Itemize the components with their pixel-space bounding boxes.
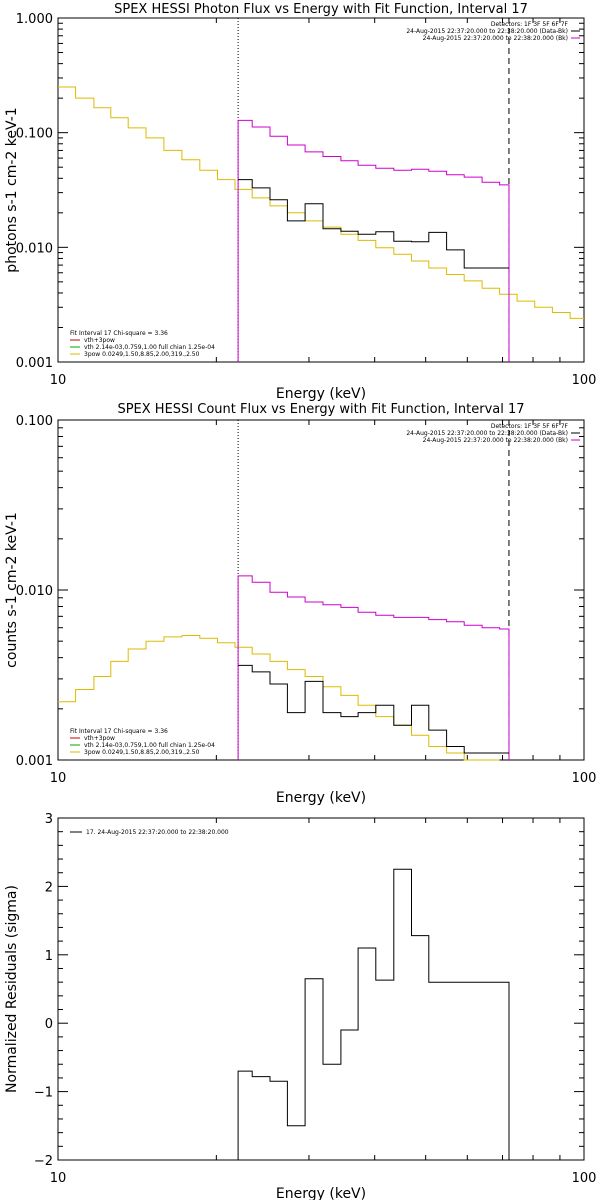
x-axis-label: Energy (keV) (276, 790, 366, 806)
series-line-0 (58, 635, 500, 761)
x-tick-label: 100 (572, 771, 597, 786)
y-axis-label: Normalized Residuals (sigma) (4, 885, 20, 1093)
y-axis-label: photons s-1 cm-2 keV-1 (4, 107, 20, 272)
y-tick-label: 2 (45, 880, 53, 895)
y-tick-label: 0.100 (16, 414, 53, 429)
legend-entry: 17. 24-Aug-2015 22:37:20.000 to 22:38:20… (86, 829, 229, 836)
y-tick-label: 3 (45, 812, 53, 827)
legend-entry: Detectors: 1F 3F 5F 6F 7F (491, 423, 569, 430)
chart-title: SPEX HESSI Photon Flux vs Energy with Fi… (114, 2, 528, 17)
y-tick-label: 1.000 (16, 12, 53, 27)
plot-frame (57, 817, 585, 1161)
y-tick-label: 0.100 (16, 127, 53, 142)
legend-entry: Detectors: 1F 3F 5F 6F 7F (491, 21, 569, 28)
series-line-0 (58, 86, 584, 319)
x-tick-label: 100 (572, 373, 597, 388)
x-tick-label: 10 (50, 771, 67, 786)
x-tick-label: 10 (50, 373, 67, 388)
y-tick-label: −1 (34, 1086, 53, 1101)
photon-flux-panel: SPEX HESSI Photon Flux vs Energy with Fi… (4, 2, 596, 402)
series-line-2 (238, 664, 509, 754)
series-line-1 (237, 575, 510, 760)
residuals-panel: 10 100 Energy (keV) −2 −1 0 1 2 3 Normalized Resi… (4, 812, 596, 1200)
legend-entry: vth 2.14e-03,0.759,1.00 full chian 1.25e… (84, 742, 215, 749)
count-flux-panel: SPEX HESSI Count Flux vs Energy with Fit… (4, 402, 596, 806)
y-tick-label: 0.010 (16, 584, 53, 599)
y-axis-label: counts s-1 cm-2 keV-1 (4, 512, 20, 668)
y-tick-label: 1 (45, 949, 53, 964)
chart-title: SPEX HESSI Count Flux vs Energy with Fit… (117, 402, 524, 417)
legend-entry: vth+3pow (84, 735, 115, 742)
x-axis-label: Energy (keV) (276, 1186, 366, 1200)
x-tick-label: 100 (572, 1171, 597, 1186)
y-tick-label: 0 (45, 1017, 53, 1032)
legend-entry: Fit Interval 17 Chi-square = 3.36 (70, 330, 168, 337)
legend-entry: 24-Aug-2015 22:37:20.000 to 22:38:20.000… (406, 28, 568, 35)
legend-entry: 3pow 0.0249,1.50,8.85,2.00,319.,2.50 (84, 749, 200, 756)
y-tick-label: 0.010 (16, 241, 53, 256)
series-line-1 (237, 119, 510, 362)
legend-entry: 3pow 0.0249,1.50,8.85,2.00,319.,2.50 (84, 351, 200, 358)
x-axis-label: Energy (keV) (276, 386, 366, 402)
legend-entry: 24-Aug-2015 22:37:20.000 to 22:38:20.000… (423, 35, 568, 42)
legend-entry: 24-Aug-2015 22:37:20.000 to 22:38:20.000… (406, 430, 568, 437)
series-line-0 (237, 868, 510, 1160)
y-tick-label: −2 (34, 1154, 53, 1169)
legend-entry: Fit Interval 17 Chi-square = 3.36 (70, 728, 168, 735)
y-tick-label: 0.001 (16, 754, 53, 769)
plot-frame (57, 419, 585, 761)
x-tick-label: 10 (50, 1171, 67, 1186)
legend-entry: 24-Aug-2015 22:37:20.000 to 22:38:20.000… (423, 437, 568, 444)
series-line-2 (238, 179, 509, 269)
legend-entry: vth 2.14e-03,0.759,1.00 full chian 1.25e… (84, 344, 215, 351)
legend-entry: vth+3pow (84, 337, 115, 344)
y-tick-label: 0.001 (16, 356, 53, 371)
plot-frame (57, 17, 585, 363)
